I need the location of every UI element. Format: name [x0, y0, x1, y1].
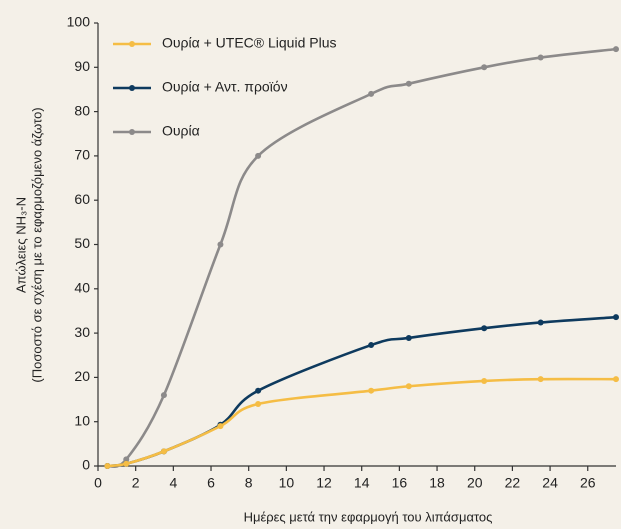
y-tick-label: 50 [74, 235, 90, 251]
legend-label: Ουρία [162, 123, 200, 139]
y-tick-label: 70 [74, 147, 90, 163]
y-tick-label: 30 [74, 324, 90, 340]
y-tick-label: 80 [74, 102, 90, 118]
data-point [537, 54, 544, 61]
x-tick-label: 16 [392, 475, 408, 491]
data-point [104, 463, 111, 469]
data-point [481, 64, 488, 71]
y-tick-label: 0 [82, 457, 90, 473]
x-tick-label: 22 [505, 475, 521, 491]
data-point [405, 334, 412, 341]
data-point [217, 423, 224, 430]
y-tick-label: 20 [74, 368, 90, 384]
x-tick-label: 6 [207, 475, 215, 491]
y-tick-label: 40 [74, 280, 90, 296]
x-axis-label: Ημέρες μετά την εφαρμογή του λιπάσματος [244, 509, 493, 524]
data-point [160, 448, 167, 455]
data-point [368, 342, 375, 349]
data-point [123, 456, 130, 463]
x-tick-label: 0 [94, 475, 102, 491]
legend-marker [129, 129, 135, 135]
series-line [106, 47, 617, 468]
data-point [368, 90, 375, 97]
data-point [160, 392, 167, 399]
data-point [405, 383, 412, 390]
x-tick-label: 8 [245, 475, 253, 491]
y-axis-label-line: Απώλειες NH₃-N [13, 197, 28, 293]
data-point [613, 46, 619, 53]
y-tick-label: 90 [74, 58, 90, 74]
data-point [255, 152, 262, 159]
x-tick-label: 24 [542, 475, 558, 491]
y-tick-label: 100 [67, 14, 91, 30]
data-point [537, 319, 544, 326]
data-point [481, 325, 488, 332]
x-tick-label: 12 [316, 475, 332, 491]
data-point [537, 376, 544, 383]
x-tick-label: 10 [279, 475, 295, 491]
y-axis-label: Απώλειες NH₃-N (Ποσοστό σε σχέση με το ε… [13, 107, 44, 382]
y-axis-label-line: (Ποσοστό σε σχέση με το εφαρμοζόμενο άζω… [29, 107, 44, 382]
x-tick-label: 20 [467, 475, 483, 491]
x-tick-label: 4 [169, 475, 177, 491]
legend-label: Ουρία + Αντ. προϊόν [162, 79, 288, 95]
data-point [613, 314, 619, 321]
x-tick-label: 2 [132, 475, 140, 491]
series-line [107, 377, 617, 468]
data-point [481, 377, 488, 384]
data-point [217, 241, 224, 248]
data-point [255, 387, 262, 394]
data-point [405, 80, 412, 87]
y-tick-label: 10 [74, 412, 90, 428]
data-point [368, 387, 375, 394]
x-tick-label: 26 [580, 475, 596, 491]
data-point [255, 400, 262, 407]
legend-marker [129, 85, 135, 91]
x-tick-label: 18 [429, 475, 445, 491]
legend-label: Ουρία + UTEC® Liquid Plus [162, 35, 336, 51]
x-tick-label: 14 [354, 475, 370, 491]
y-tick-label: 60 [74, 191, 90, 207]
data-point [613, 376, 619, 383]
data-point [123, 460, 130, 467]
legend-marker [129, 41, 135, 47]
